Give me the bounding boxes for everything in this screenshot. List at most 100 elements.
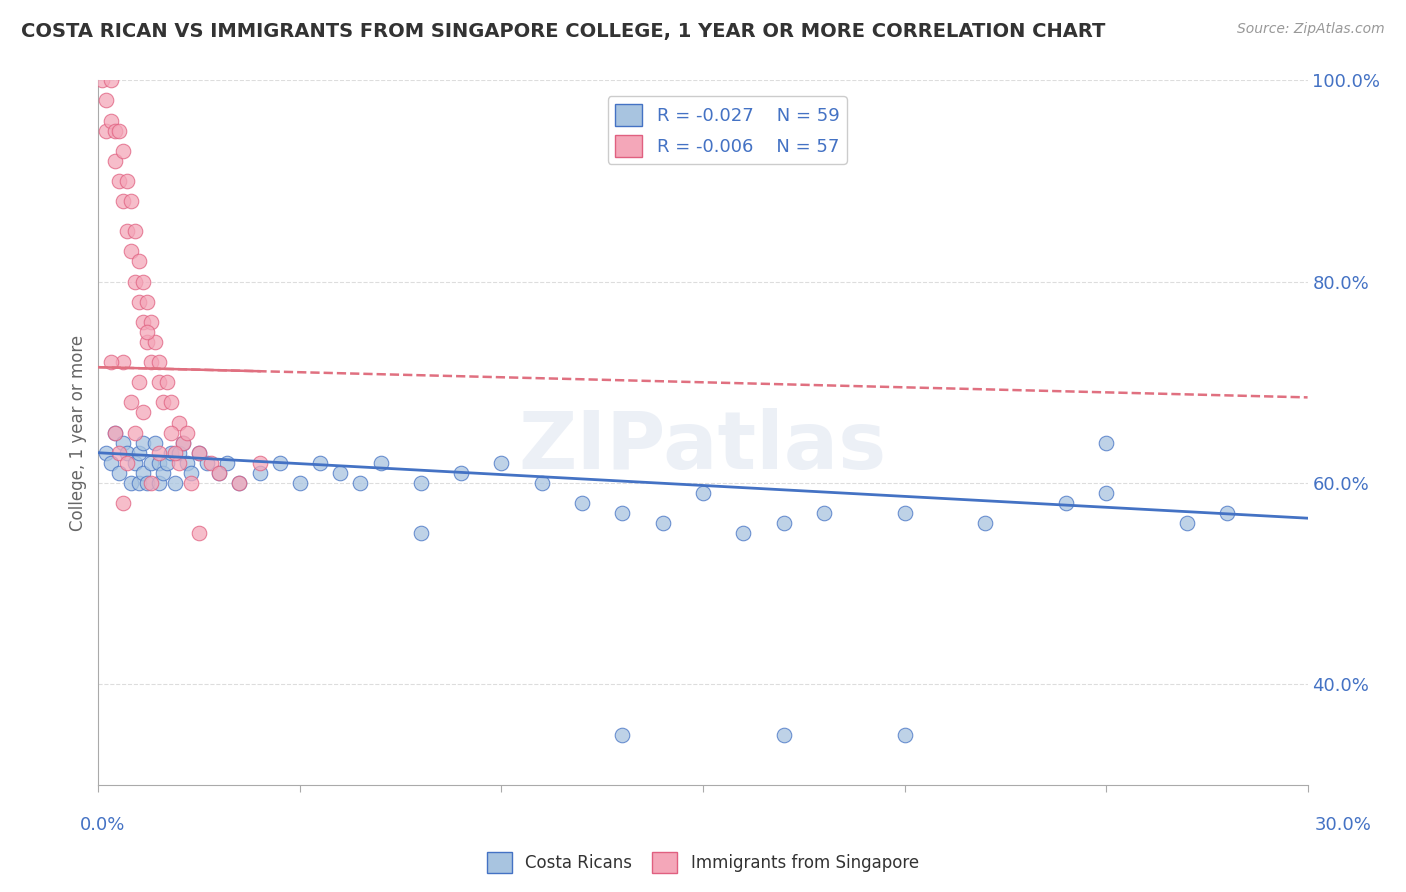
Point [132,315,155,329]
Point [217,456,239,470]
Point [100,113,122,128]
Point [160,446,183,460]
Point [491,456,513,470]
Point [249,466,271,480]
Point [163,446,186,460]
Point [139,315,162,329]
Point [167,456,190,470]
Point [148,355,170,369]
Point [612,728,634,742]
Point [148,456,170,470]
Point [135,334,157,349]
Point [103,123,125,137]
Point [96,94,118,108]
Point [450,466,472,480]
Point [132,435,155,450]
Point [139,475,162,490]
Text: ZIPatlas: ZIPatlas [519,408,887,486]
Text: 30.0%: 30.0% [1315,816,1371,834]
Point [176,456,198,470]
Point [143,435,166,450]
Point [180,475,202,490]
Point [103,425,125,440]
Point [208,466,231,480]
Point [160,395,183,409]
Point [91,73,114,87]
Point [370,456,392,470]
Point [124,224,146,238]
Point [128,446,150,460]
Point [100,355,122,369]
Point [152,395,174,409]
Point [103,425,125,440]
Point [208,466,231,480]
Point [188,446,211,460]
Point [409,526,432,541]
Text: 0.0%: 0.0% [80,816,125,834]
Point [409,475,432,490]
Point [120,244,142,259]
Point [132,405,155,419]
Point [111,144,134,158]
Point [128,254,150,268]
Point [893,506,915,520]
Point [1216,506,1239,520]
Point [135,325,157,339]
Point [163,475,186,490]
Point [115,174,138,188]
Point [309,456,332,470]
Point [1175,516,1198,531]
Point [124,425,146,440]
Point [172,435,194,450]
Point [1095,435,1118,450]
Point [135,475,157,490]
Point [132,275,155,289]
Point [269,456,291,470]
Point [772,728,794,742]
Point [733,526,755,541]
Point [100,73,122,87]
Point [128,376,150,390]
Point [139,456,162,470]
Point [96,123,118,137]
Point [100,456,122,470]
Text: COSTA RICAN VS IMMIGRANTS FROM SINGAPORE COLLEGE, 1 YEAR OR MORE CORRELATION CHA: COSTA RICAN VS IMMIGRANTS FROM SINGAPORE… [21,22,1105,41]
Point [167,446,190,460]
Point [115,446,138,460]
Point [103,153,125,168]
Point [692,486,714,500]
Point [156,376,179,390]
Point [107,466,129,480]
Point [200,456,222,470]
Point [228,475,250,490]
Point [288,475,311,490]
Point [974,516,997,531]
Point [128,294,150,309]
Point [188,526,211,541]
Point [120,194,142,208]
Point [139,355,162,369]
Point [156,456,179,470]
Point [148,376,170,390]
Point [107,446,129,460]
Point [249,456,271,470]
Point [111,435,134,450]
Point [612,506,634,520]
Point [96,446,118,460]
Point [111,496,134,510]
Text: Source: ZipAtlas.com: Source: ZipAtlas.com [1237,22,1385,37]
Point [107,123,129,137]
Point [349,475,371,490]
Point [111,355,134,369]
Point [188,446,211,460]
Point [651,516,673,531]
Point [893,728,915,742]
Point [132,466,155,480]
Point [329,466,352,480]
Point [160,425,183,440]
Point [772,516,794,531]
Point [813,506,835,520]
Point [172,435,194,450]
Point [111,194,134,208]
Point [128,475,150,490]
